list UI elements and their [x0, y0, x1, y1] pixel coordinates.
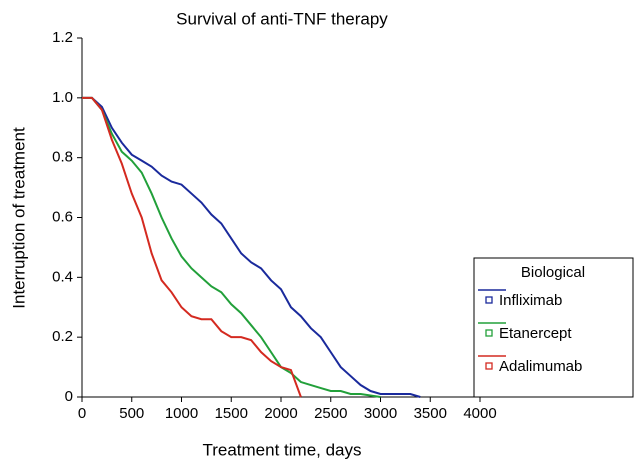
x-tick-label: 4000	[463, 405, 496, 422]
y-tick-label: 0.4	[52, 268, 73, 285]
legend-label: Etanercept	[499, 325, 572, 342]
y-tick-label: 1.2	[52, 29, 73, 46]
x-tick-label: 3000	[364, 405, 397, 422]
legend-marker	[485, 329, 493, 337]
y-tick-label: 0.6	[52, 208, 73, 225]
chart-title: Survival of anti-TNF therapy	[176, 9, 388, 28]
y-tick-label: 0.8	[52, 149, 73, 166]
legend-label: Infliximab	[499, 292, 562, 309]
x-tick-label: 2500	[314, 405, 347, 422]
series-line	[82, 96, 302, 398]
y-tick-label: 1.0	[52, 89, 73, 106]
x-tick-label: 2000	[264, 405, 297, 422]
legend-label: Adalimumab	[499, 358, 582, 375]
y-axis-label: Interruption of treatment	[9, 127, 28, 309]
legend-box	[473, 257, 634, 398]
x-tick-label: 500	[119, 405, 144, 422]
x-tick-label: 3500	[414, 405, 447, 422]
legend-marker	[485, 362, 493, 370]
x-axis-label: Treatment time, days	[202, 440, 361, 459]
series-line	[82, 96, 381, 398]
series-line	[82, 96, 421, 398]
legend-marker	[485, 296, 493, 304]
legend-title: Biological	[521, 264, 585, 281]
y-tick-label: 0.2	[52, 328, 73, 345]
x-tick-label: 1000	[165, 405, 198, 422]
x-tick-label: 0	[78, 405, 86, 422]
y-tick-label: 0	[65, 388, 73, 405]
x-tick-label: 1500	[215, 405, 248, 422]
